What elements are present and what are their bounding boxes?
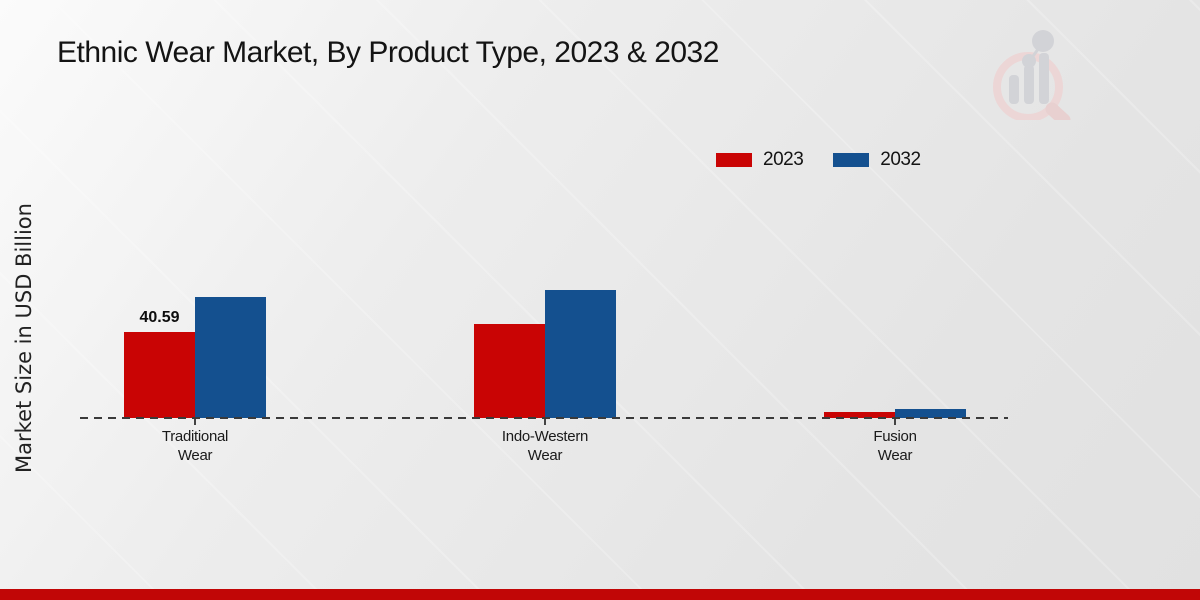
category-label-traditional-wear: Traditional Wear	[161, 428, 229, 464]
bar-2023-indo-western-wear	[474, 324, 545, 418]
legend-item-2023: 2023	[716, 149, 804, 171]
bar-2023-fusion-wear	[824, 412, 895, 418]
x-axis-tick-traditional-wear	[194, 419, 196, 425]
x-axis-tick-indo-western-wear	[544, 419, 546, 425]
legend-swatch-2032	[833, 153, 870, 167]
bar-2032-indo-western-wear	[545, 290, 616, 418]
bar-2032-traditional-wear	[195, 297, 266, 418]
legend-swatch-2023	[716, 153, 752, 167]
legend: 2023 2032	[716, 149, 921, 171]
market-research-future-watermark-icon	[993, 30, 1071, 120]
data-label-2023-traditional-wear: 40.59	[139, 309, 180, 326]
bar-2023-traditional-wear	[124, 332, 195, 418]
legend-label-2032: 2032	[880, 149, 921, 170]
x-axis-tick-fusion-wear	[894, 419, 896, 425]
category-label-fusion-wear: Fusion Wear	[873, 428, 917, 464]
legend-label-2023: 2023	[763, 149, 804, 170]
bottom-accent-band	[0, 589, 1200, 600]
bar-2032-fusion-wear	[895, 409, 966, 418]
legend-item-2032: 2032	[833, 149, 921, 171]
chart-title: Ethnic Wear Market, By Product Type, 202…	[57, 36, 719, 69]
category-label-indo-western-wear: Indo-Western Wear	[501, 428, 589, 464]
x-axis-baseline	[80, 417, 1008, 419]
